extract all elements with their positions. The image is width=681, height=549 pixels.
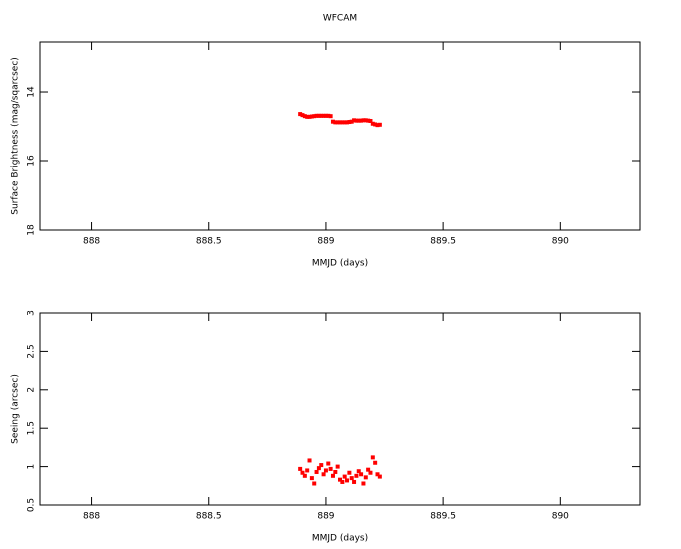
point — [342, 120, 347, 125]
point — [326, 113, 331, 118]
point — [309, 476, 314, 481]
point — [363, 118, 368, 123]
y-tick-label: 2 — [27, 387, 37, 393]
point — [340, 479, 345, 484]
point — [298, 466, 303, 471]
point — [305, 468, 310, 473]
point — [302, 114, 307, 119]
point — [345, 120, 350, 125]
point — [370, 455, 375, 460]
point — [359, 118, 364, 123]
point — [370, 121, 375, 126]
y-tick-label: 3 — [27, 310, 37, 316]
point — [347, 120, 352, 125]
y-tick-label: 1 — [27, 464, 37, 470]
point — [307, 114, 312, 119]
point — [319, 463, 324, 468]
point — [305, 114, 310, 119]
point — [323, 468, 328, 473]
chart-title: WFCAM — [323, 14, 357, 24]
point — [377, 474, 382, 479]
point — [316, 466, 321, 471]
point — [347, 470, 352, 475]
point — [345, 478, 350, 483]
y-tick-label: 2.5 — [27, 344, 37, 358]
point — [312, 114, 317, 119]
point — [349, 476, 354, 481]
y-tick-label: 16 — [27, 155, 37, 167]
point — [333, 469, 338, 474]
point — [349, 119, 354, 124]
y-axis-label: Seeing (arcsec) — [11, 374, 21, 444]
point — [321, 472, 326, 477]
y-axis-label: Surface Brightness (mag/sqarcsec) — [11, 57, 21, 215]
point — [356, 469, 361, 474]
point — [328, 114, 333, 119]
point — [340, 120, 345, 125]
x-tick-label: 888 — [83, 237, 100, 247]
point — [373, 122, 378, 127]
point — [375, 472, 380, 477]
point — [312, 481, 317, 486]
x-axis-label: MMJD (days) — [312, 534, 368, 544]
point — [300, 113, 305, 118]
x-tick-label: 889.5 — [430, 237, 456, 247]
point — [354, 473, 359, 478]
point — [352, 118, 357, 123]
point — [314, 113, 319, 118]
point — [377, 122, 382, 127]
x-tick-label: 889.5 — [430, 512, 456, 522]
point — [307, 458, 312, 463]
point — [363, 475, 368, 480]
point — [359, 472, 364, 477]
x-axis-label: MMJD (days) — [312, 259, 368, 269]
point — [335, 464, 340, 469]
point — [368, 118, 373, 123]
point — [309, 114, 314, 119]
point — [366, 118, 371, 123]
plot-frame — [39, 312, 641, 506]
point — [361, 118, 366, 123]
point — [298, 112, 303, 117]
point — [321, 113, 326, 118]
x-tick-label: 888.5 — [196, 237, 222, 247]
point — [352, 479, 357, 484]
x-tick-label: 888.5 — [196, 512, 222, 522]
point — [335, 120, 340, 125]
point — [328, 466, 333, 471]
point — [342, 474, 347, 479]
point — [333, 120, 338, 125]
point — [319, 113, 324, 118]
point — [361, 481, 366, 486]
point — [338, 477, 342, 482]
y-tick-label: 0.5 — [27, 498, 37, 512]
y-tick-label: 14 — [27, 86, 37, 98]
x-tick-label: 889 — [317, 237, 334, 247]
x-tick-label: 889 — [317, 512, 334, 522]
point — [330, 473, 335, 478]
point — [302, 473, 307, 478]
point — [338, 120, 342, 125]
point — [330, 119, 335, 124]
point — [373, 460, 378, 465]
x-tick-label: 888 — [83, 512, 100, 522]
point — [326, 461, 331, 466]
point — [354, 118, 359, 123]
point — [356, 118, 361, 123]
point — [323, 113, 328, 118]
y-tick-label: 1.5 — [27, 421, 37, 435]
point — [316, 113, 321, 118]
y-tick-label: 18 — [27, 224, 37, 236]
point — [314, 469, 319, 474]
plot-frame — [39, 41, 641, 231]
point — [300, 470, 305, 475]
point — [375, 123, 380, 128]
x-tick-label: 890 — [552, 512, 569, 522]
point — [366, 467, 371, 472]
point — [368, 470, 373, 475]
x-tick-label: 890 — [552, 237, 569, 247]
